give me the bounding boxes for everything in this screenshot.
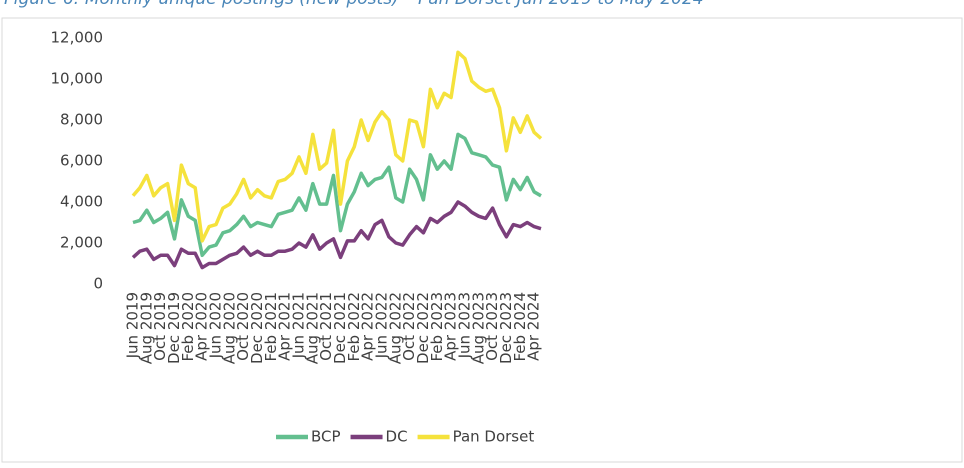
x-tick-label: Feb 2020 bbox=[179, 292, 197, 362]
x-tick-label: Oct 2019 bbox=[151, 292, 169, 361]
chart-title: Figure 6: Monthly unique postings (new p… bbox=[4, 0, 704, 9]
x-tick-label: Dec 2019 bbox=[165, 292, 183, 364]
x-tick-label: Jun 2023 bbox=[455, 292, 473, 359]
line-series bbox=[131, 50, 543, 243]
y-tick-label: 12,000 bbox=[51, 29, 104, 47]
line-series bbox=[131, 200, 542, 270]
x-tick-label: Dec 2023 bbox=[497, 292, 515, 364]
y-tick-label: 2,000 bbox=[60, 234, 103, 252]
x-tick-label: Dec 2022 bbox=[414, 292, 432, 364]
y-tick-label: 6,000 bbox=[60, 152, 103, 170]
x-tick-label: Apr 2022 bbox=[359, 292, 377, 361]
x-tick-label: Aug 2022 bbox=[386, 292, 404, 364]
y-tick-label: 0 bbox=[93, 275, 103, 293]
x-tick-label: Aug 2020 bbox=[220, 292, 238, 364]
x-tick-label: Apr 2021 bbox=[276, 292, 294, 361]
x-tick-label: Jun 2021 bbox=[289, 292, 307, 359]
x-tick-label: Apr 2023 bbox=[442, 292, 460, 361]
x-tick-label: Feb 2024 bbox=[511, 292, 529, 362]
x-tick-label: Aug 2019 bbox=[137, 292, 155, 364]
y-tick-label: 4,000 bbox=[60, 193, 103, 211]
line-series bbox=[132, 132, 542, 258]
x-tick-label: Jun 2020 bbox=[206, 292, 224, 359]
x-tick-label: Feb 2023 bbox=[428, 292, 446, 362]
y-tick-label: 8,000 bbox=[60, 111, 103, 129]
legend-label: DC bbox=[386, 428, 408, 446]
x-tick-label: Jun 2019 bbox=[124, 292, 142, 359]
legend-label: BCP bbox=[311, 428, 341, 446]
legend-label: Pan Dorset bbox=[453, 428, 535, 446]
x-tick-label: Oct 2020 bbox=[234, 292, 252, 361]
x-tick-label: Oct 2022 bbox=[400, 292, 418, 361]
x-tick-label: Feb 2021 bbox=[262, 292, 280, 362]
x-tick-label: Jun 2022 bbox=[372, 292, 390, 359]
x-tick-label: Aug 2021 bbox=[303, 292, 321, 364]
x-tick-label: Feb 2022 bbox=[345, 292, 363, 362]
chart-frame bbox=[1, 17, 963, 463]
x-tick-label: Dec 2021 bbox=[331, 292, 349, 364]
x-tick-label: Aug 2023 bbox=[469, 292, 487, 364]
x-tick-label: Apr 2020 bbox=[193, 292, 211, 361]
y-tick-label: 10,000 bbox=[51, 70, 104, 88]
x-tick-label: Oct 2021 bbox=[317, 292, 335, 361]
x-tick-label: Apr 2024 bbox=[525, 292, 543, 361]
x-tick-label: Dec 2020 bbox=[248, 292, 266, 364]
x-tick-label: Oct 2023 bbox=[483, 292, 501, 361]
